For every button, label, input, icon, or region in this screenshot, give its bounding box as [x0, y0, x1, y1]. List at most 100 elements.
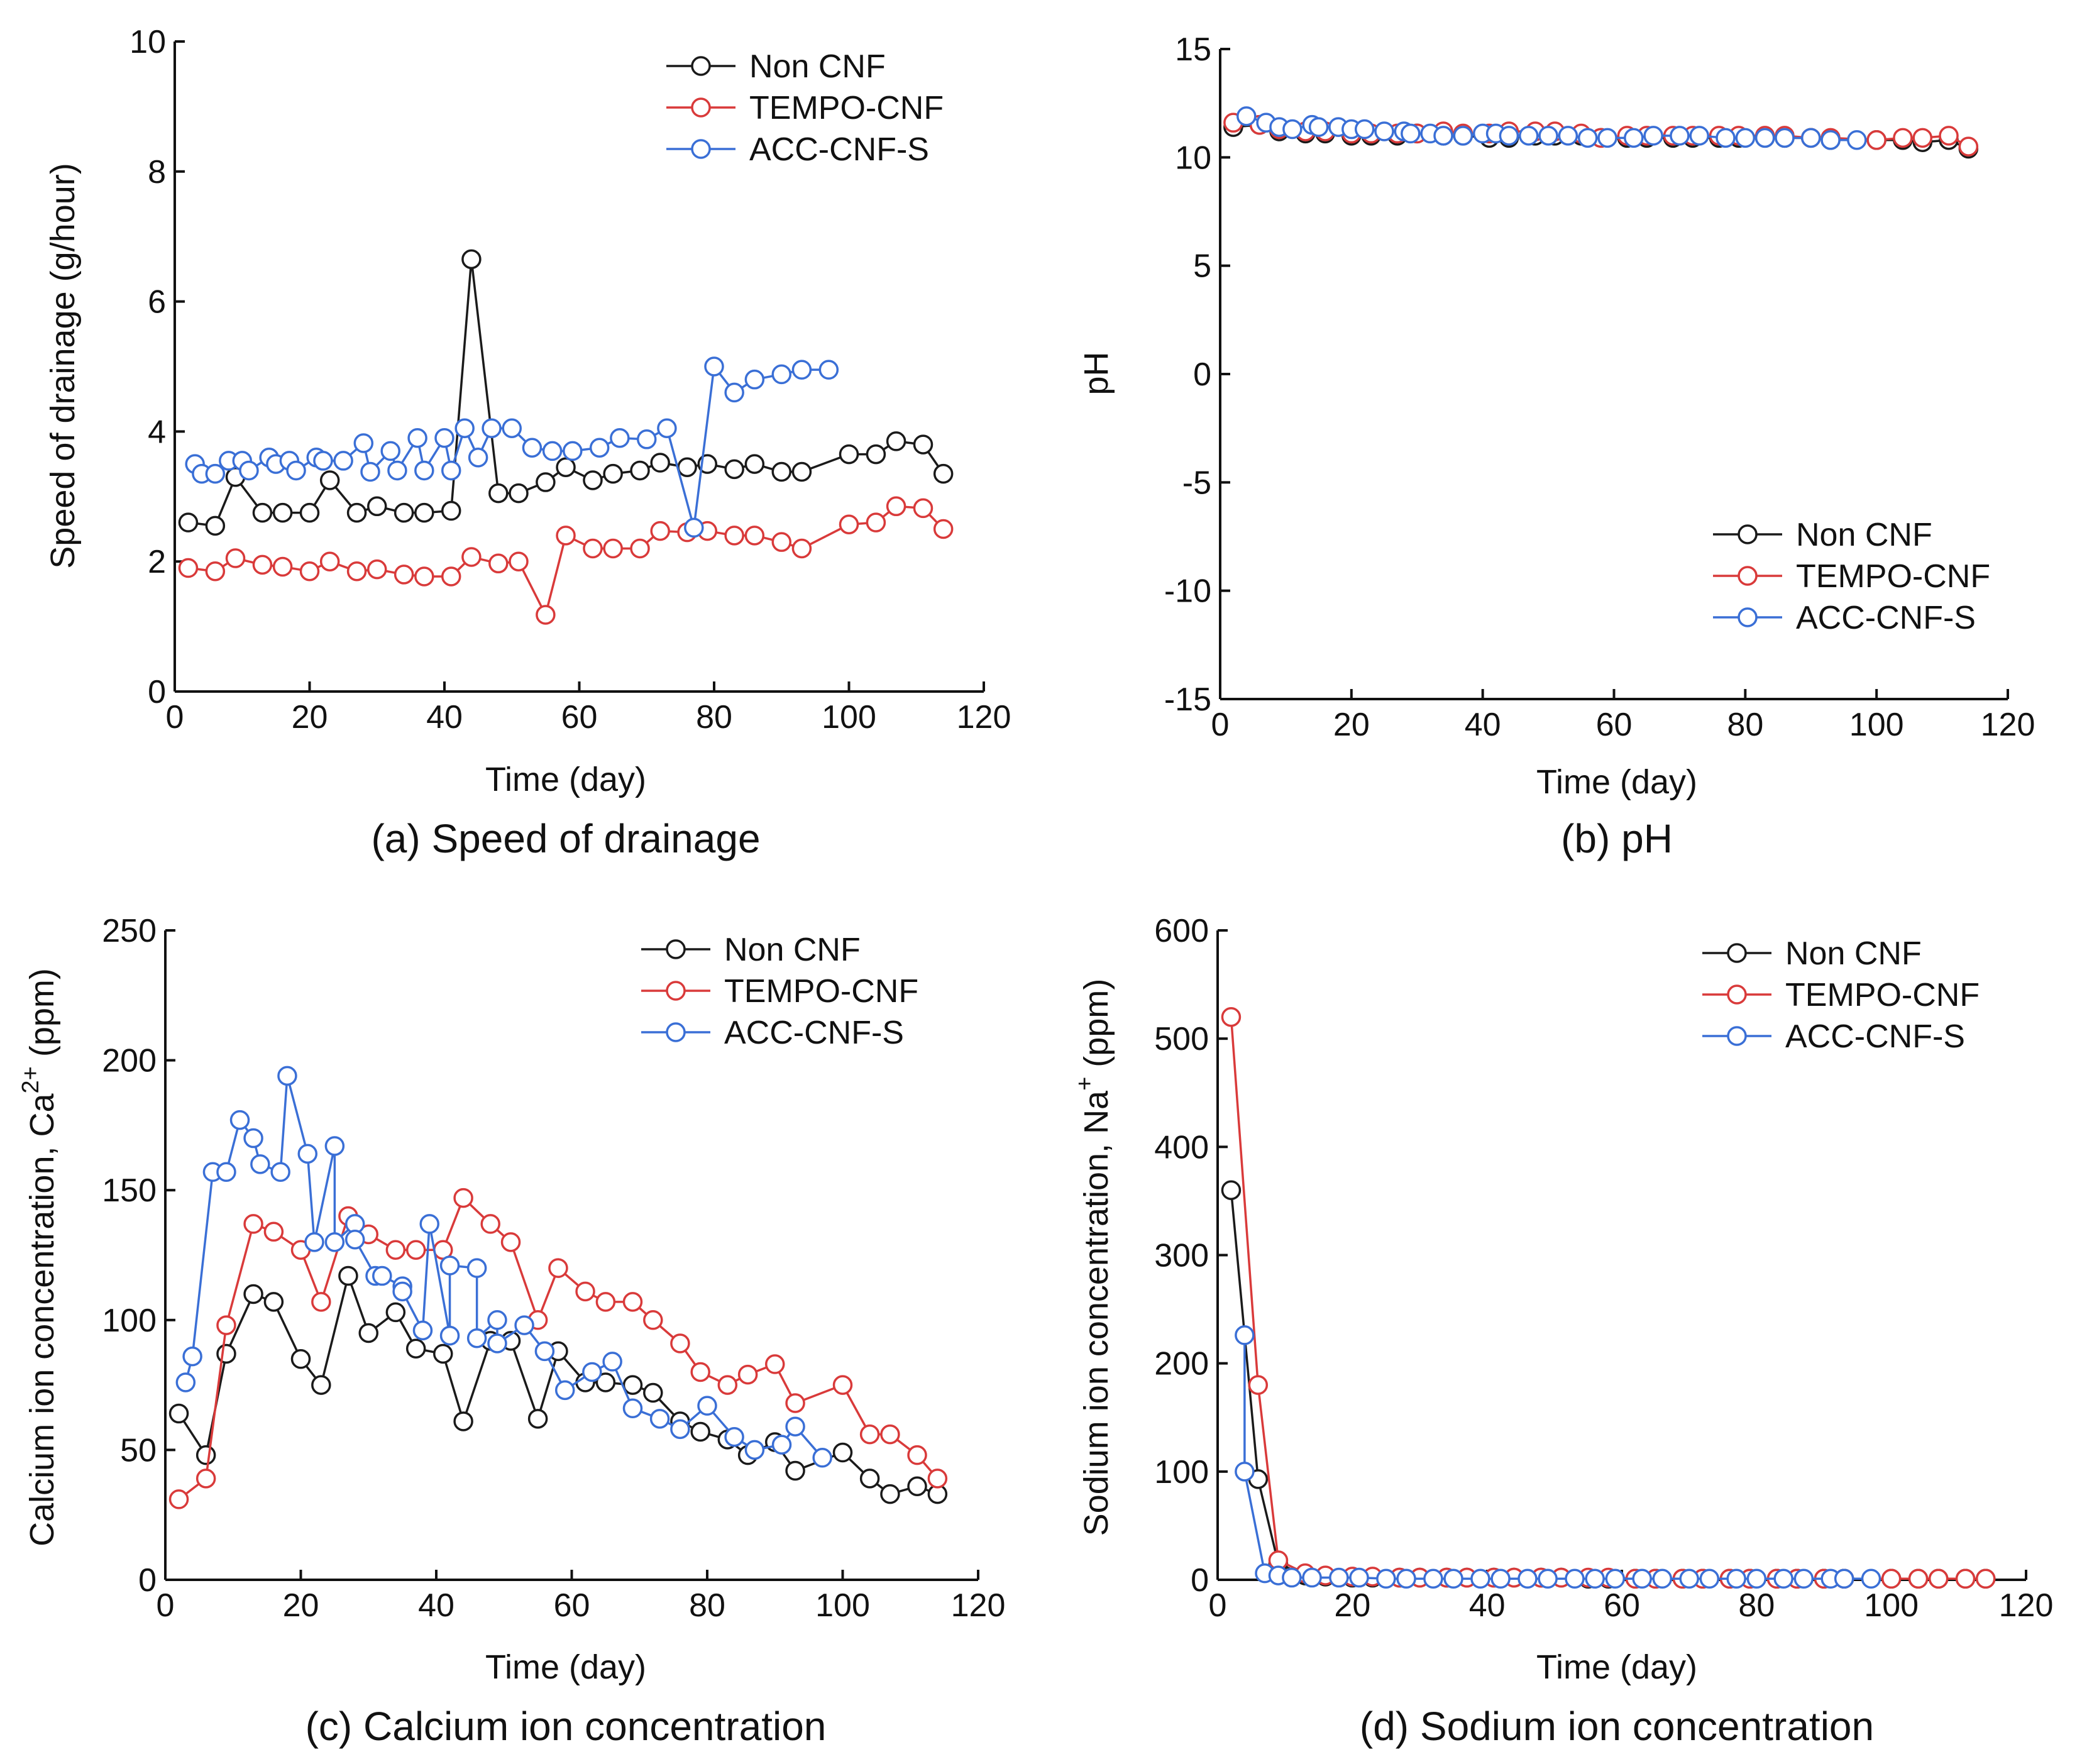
data-point	[1376, 1568, 1396, 1589]
y-axis-label: pH	[1077, 351, 1115, 395]
y-tick-label: 500	[1154, 1021, 1209, 1057]
data-point	[196, 1469, 216, 1489]
data-point	[771, 1435, 792, 1455]
data-point	[582, 1362, 602, 1382]
y-axis-label-superscript: +	[1072, 1077, 1098, 1091]
data-point	[205, 463, 226, 484]
data-point	[1565, 1568, 1585, 1589]
data-point	[168, 1403, 189, 1424]
y-axis-label-unit: (ppm)	[1077, 979, 1115, 1077]
data-point	[1605, 1568, 1626, 1589]
data-point	[1308, 117, 1329, 137]
data-point	[480, 1214, 500, 1234]
legend-label: ACC-CNF-S	[1796, 600, 1976, 636]
data-point	[643, 1310, 663, 1330]
y-axis-label-text: Speed of drainage (g/hour)	[44, 163, 82, 568]
data-point	[697, 1396, 717, 1416]
data-point	[1349, 1567, 1369, 1588]
y-tick-label: 300	[1154, 1238, 1209, 1274]
data-point	[1861, 1568, 1881, 1589]
data-point	[500, 1232, 521, 1252]
x-tick-label: 80	[1738, 1587, 1775, 1624]
data-point	[643, 1382, 663, 1403]
x-tick-label: 20	[1333, 707, 1370, 743]
y-tick-label: -10	[1164, 573, 1211, 610]
data-point	[791, 461, 812, 482]
data-point	[610, 427, 630, 448]
data-point	[487, 1310, 507, 1330]
legend-label: Non CNF	[1796, 517, 1932, 553]
data-point	[405, 1240, 426, 1260]
data-point	[603, 463, 623, 484]
data-point	[677, 457, 697, 478]
data-point	[324, 1136, 345, 1156]
data-point	[602, 1352, 622, 1372]
legend-marker	[691, 97, 711, 118]
data-point	[252, 554, 273, 575]
data-point	[886, 431, 906, 451]
data-point	[387, 460, 407, 481]
y-axis-label-superscript: 2+	[18, 1066, 44, 1093]
data-point	[589, 438, 610, 458]
data-point	[1374, 121, 1394, 141]
data-point	[1519, 126, 1539, 146]
legend-marker	[691, 56, 711, 76]
chart-d: 0 20 40 60 80 100 120 0 100 200 300 400 500 600 Time (…	[1072, 913, 2053, 1749]
data-point	[1597, 128, 1617, 148]
data-point	[1801, 128, 1821, 148]
y-tick-label: 5	[1193, 248, 1211, 285]
data-point	[744, 1440, 765, 1460]
data-point	[622, 1375, 643, 1395]
data-point	[453, 1188, 473, 1208]
legend-label: ACC-CNF-S	[724, 1015, 904, 1051]
data-point	[385, 1240, 406, 1260]
x-tick-label: 0	[166, 699, 184, 736]
data-point	[785, 1393, 805, 1413]
series-acc-cnf-s	[185, 356, 839, 538]
data-point	[785, 1416, 805, 1436]
data-point	[583, 470, 603, 490]
data-point	[839, 514, 859, 535]
series-acc-cnf-s	[1235, 1325, 1881, 1589]
data-point	[1235, 1462, 1255, 1482]
data-point	[1302, 1567, 1322, 1588]
data-point	[286, 460, 306, 481]
chart-a: 0 20 40 60 80 100 120 0 2 4 6 8 10 Time (day) Speed of…	[44, 24, 1011, 861]
data-point	[168, 1489, 189, 1509]
x-tick-label: 40	[1469, 1587, 1506, 1624]
chart-caption: (c) Calcium ion concentration	[306, 1704, 827, 1749]
data-point	[907, 1476, 927, 1496]
data-point	[1490, 1568, 1511, 1589]
data-point	[1735, 128, 1756, 148]
data-point	[299, 561, 320, 582]
data-point	[297, 1144, 318, 1164]
chart-caption: (b) pH	[1561, 816, 1673, 861]
legend-label: TEMPO-CNF	[749, 90, 944, 126]
y-axis-label-text: Calcium ion concentration, Ca	[23, 1093, 61, 1546]
data-point	[319, 551, 340, 571]
x-axis-label: Time (day)	[485, 761, 646, 798]
data-point	[1652, 1568, 1673, 1589]
y-tick-label: -5	[1182, 465, 1211, 501]
legend-marker	[691, 139, 711, 159]
data-point	[744, 369, 765, 390]
data-point	[338, 1265, 358, 1286]
data-point	[304, 1232, 324, 1252]
data-point	[461, 547, 482, 567]
data-point	[392, 1281, 412, 1302]
series-line-non-cnf	[1230, 1190, 1986, 1580]
data-point	[433, 1343, 453, 1364]
data-point	[1624, 128, 1644, 148]
data-point	[1773, 1568, 1793, 1589]
y-tick-label: 0	[148, 674, 166, 710]
data-point	[394, 502, 414, 523]
data-point	[1912, 128, 1933, 148]
y-tick-label: 2	[148, 544, 166, 580]
data-point	[1221, 1006, 1242, 1027]
data-point	[744, 454, 765, 474]
legend-label: ACC-CNF-S	[1785, 1018, 1965, 1055]
x-tick-label: 100	[822, 699, 876, 736]
series-non-cnf	[178, 249, 954, 536]
data-point	[866, 512, 886, 532]
